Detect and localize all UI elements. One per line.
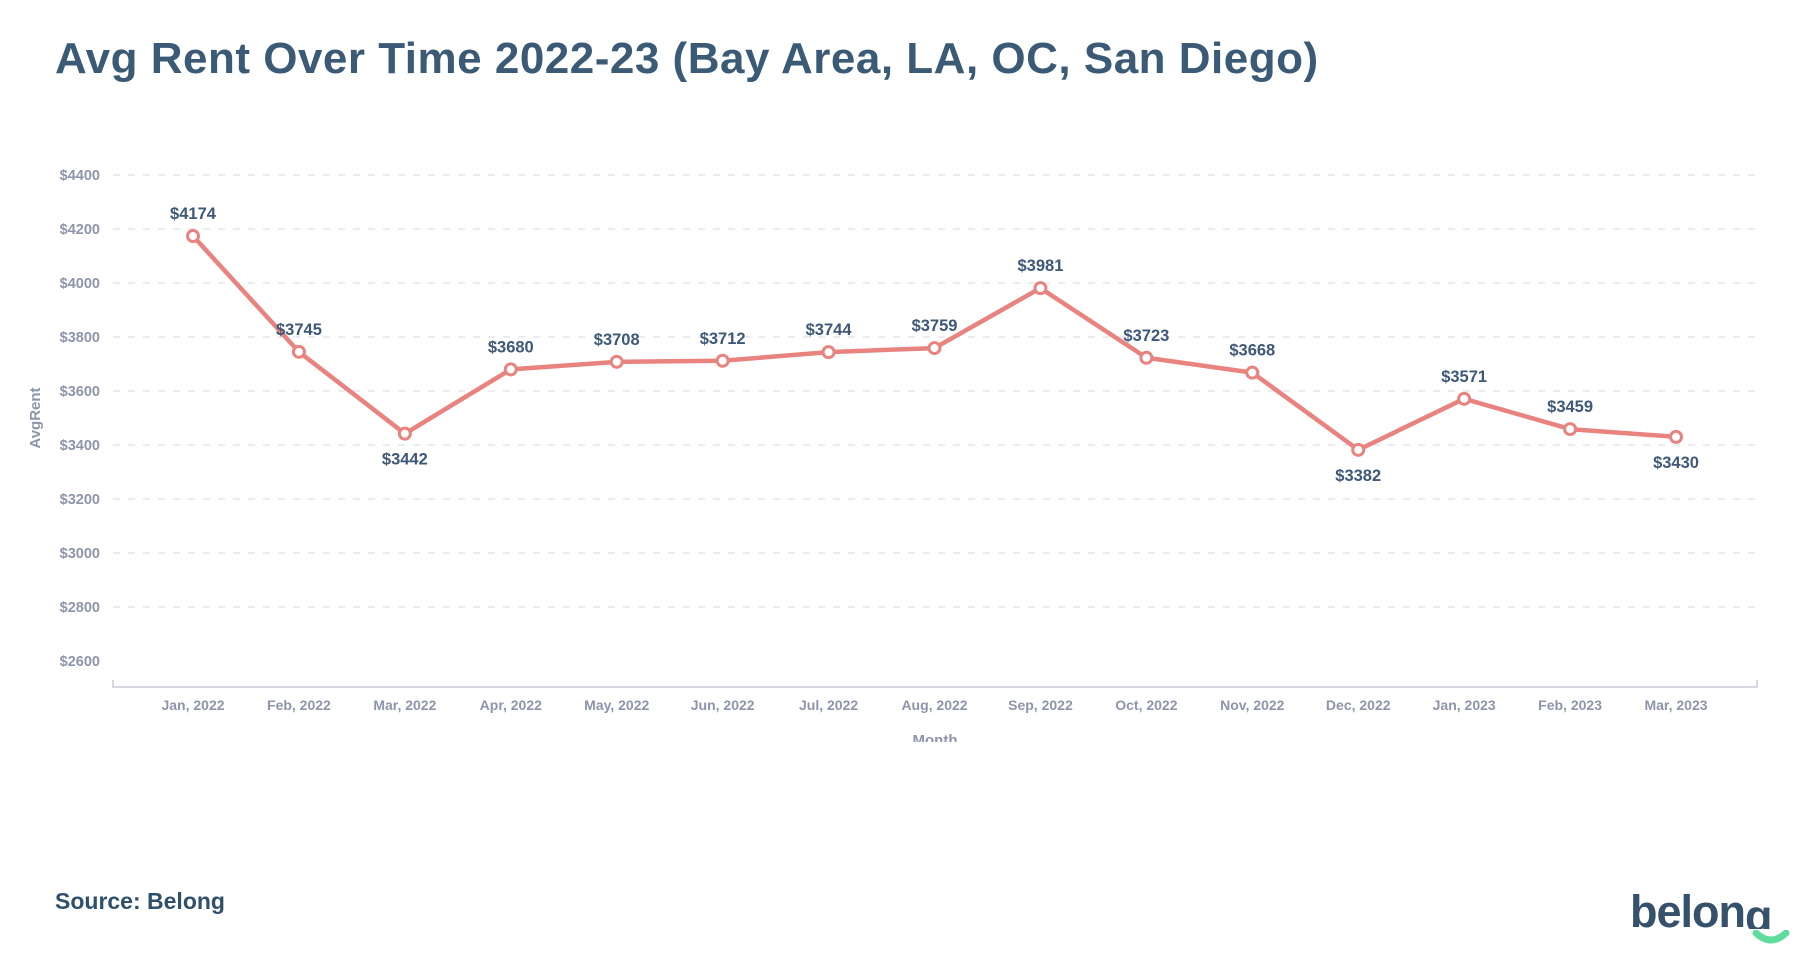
y-axis-label: AvgRent	[27, 387, 44, 448]
x-tick-label: Jun, 2022	[691, 697, 755, 713]
data-point-marker	[186, 229, 200, 244]
data-point-label: $3680	[488, 338, 534, 356]
data-point-label: $3745	[276, 321, 322, 339]
data-point-marker	[1457, 391, 1472, 406]
data-point-marker	[1139, 350, 1154, 365]
x-tick-label: Jan, 2023	[1433, 697, 1496, 713]
source-note: Source: Belong	[55, 888, 225, 914]
belong-logo: belong	[1630, 886, 1790, 950]
data-point-marker	[821, 345, 836, 360]
y-tick-label: $3400	[60, 438, 100, 454]
y-tick-label: $3000	[60, 546, 100, 562]
y-tick-label: $4400	[60, 168, 100, 184]
y-tick-label: $2600	[60, 654, 100, 670]
data-point-label: $4174	[170, 205, 217, 223]
page-title: Avg Rent Over Time 2022-23 (Bay Area, LA…	[55, 34, 1319, 83]
data-point-marker	[1033, 281, 1048, 296]
data-point-marker	[1351, 442, 1366, 457]
data-point-label: $3430	[1653, 454, 1699, 472]
rent-line-chart: $2600 $2800 $3000 $3200 $3400 $3600 $3800 $4000…	[27, 168, 1758, 742]
belong-logo-smile-icon	[1752, 930, 1790, 944]
data-point-marker	[927, 341, 942, 356]
data-point-marker	[1245, 365, 1260, 380]
x-tick-label: Jul, 2022	[799, 697, 858, 713]
data-point-marker	[1563, 422, 1578, 437]
y-tick-label: $3800	[60, 330, 100, 346]
y-tick-label: $2800	[60, 600, 100, 616]
data-point-marker	[1669, 429, 1684, 444]
y-tick-label: $4200	[60, 222, 100, 238]
data-point-marker	[291, 344, 306, 359]
data-point-marker	[609, 354, 624, 369]
data-point-label: $3571	[1441, 368, 1487, 386]
x-tick-label: Feb, 2023	[1538, 697, 1602, 713]
data-point-label: $3723	[1123, 327, 1169, 345]
x-tick-label: Feb, 2022	[267, 697, 331, 713]
x-tick-label: Apr, 2022	[480, 697, 542, 713]
data-point-label: $3668	[1229, 342, 1275, 360]
data-point-marker	[715, 353, 730, 368]
x-tick-label: Mar, 2023	[1644, 697, 1707, 713]
data-point-marker	[503, 362, 518, 377]
data-point-label: $3744	[806, 321, 853, 339]
belong-logo-g: g	[1745, 891, 1772, 929]
data-point-label: $3382	[1335, 467, 1381, 485]
x-tick-label: Sep, 2022	[1008, 697, 1073, 713]
y-tick-label: $3600	[60, 384, 100, 400]
x-tick-label: May, 2022	[584, 697, 649, 713]
x-tick-label: Mar, 2022	[373, 697, 436, 713]
x-axis-line	[112, 680, 1758, 688]
data-point-label: $3442	[382, 451, 428, 469]
x-axis-label: Month	[913, 732, 958, 742]
data-point-label: $3708	[594, 331, 640, 349]
x-tick-label: Nov, 2022	[1220, 697, 1285, 713]
x-tick-label: Jan, 2022	[161, 697, 224, 713]
y-tick-label: $3200	[60, 492, 100, 508]
data-point-label: $3759	[912, 317, 958, 335]
data-point-marker	[397, 426, 412, 441]
data-point-label: $3981	[1017, 257, 1063, 275]
belong-logo-text-start: belon	[1630, 886, 1746, 937]
data-point-label: $3712	[700, 330, 746, 348]
y-tick-label: $4000	[60, 276, 100, 292]
x-tick-label: Dec, 2022	[1326, 697, 1391, 713]
x-tick-label: Aug, 2022	[901, 697, 967, 713]
x-tick-label: Oct, 2022	[1115, 697, 1177, 713]
data-point-label: $3459	[1547, 398, 1593, 416]
